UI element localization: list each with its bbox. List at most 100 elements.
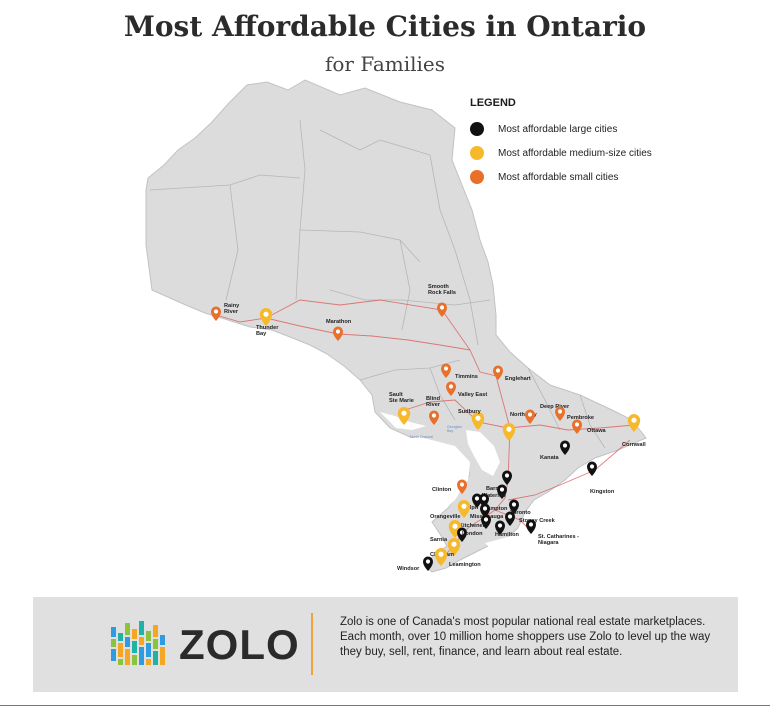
city-label: Smooth Rock Falls bbox=[428, 284, 456, 296]
city-label: Kitchener bbox=[459, 523, 486, 529]
pin-hole bbox=[506, 426, 512, 432]
city-marker: Kanata bbox=[540, 440, 570, 461]
map-title: Most Affordable Cities in Ontario bbox=[123, 10, 647, 43]
city-marker: London bbox=[457, 527, 483, 542]
pin-hole bbox=[443, 366, 449, 371]
city-marker: Toronto bbox=[509, 499, 531, 516]
pin-hole bbox=[499, 487, 505, 492]
legend-item-medium: Most affordable medium-size cities bbox=[470, 141, 730, 165]
map-subtitle: for Families bbox=[324, 52, 446, 76]
map-pin-icon bbox=[509, 499, 519, 514]
pin-hole bbox=[481, 496, 487, 501]
city-label: Marathon bbox=[326, 319, 352, 325]
map-pin-icon bbox=[497, 484, 507, 499]
map-pin-icon bbox=[502, 470, 512, 485]
legend-title: LEGEND bbox=[470, 97, 516, 109]
pin-hole bbox=[483, 517, 489, 522]
city-marker: Sault Ste Marie bbox=[389, 392, 414, 425]
city-label: Sudbury bbox=[458, 409, 482, 415]
pin-hole bbox=[507, 514, 513, 519]
map-pin-icon bbox=[457, 527, 467, 542]
city-marker: Thunder Bay bbox=[256, 308, 279, 337]
pin-hole bbox=[527, 412, 533, 417]
city-label: Blind River bbox=[426, 396, 441, 408]
pin-hole bbox=[459, 530, 465, 535]
pin-hole bbox=[431, 413, 437, 418]
legend-dot-small bbox=[470, 170, 484, 184]
map-pin-icon bbox=[587, 461, 597, 476]
pin-hole bbox=[589, 464, 595, 469]
map-pin-icon bbox=[457, 479, 467, 494]
city-label: Brampton bbox=[481, 506, 508, 512]
city-label: Barrie bbox=[486, 486, 502, 492]
city-marker: Englehart bbox=[493, 365, 531, 382]
city-marker: Orangeville bbox=[430, 500, 471, 520]
city-label: Valley East bbox=[458, 392, 487, 398]
pin-hole bbox=[474, 496, 480, 501]
pin-hole bbox=[482, 506, 488, 511]
city-label: Deep River bbox=[540, 404, 570, 410]
city-label: Leamington bbox=[449, 562, 481, 568]
city-label: Ottawa bbox=[587, 428, 607, 434]
pin-hole bbox=[557, 409, 563, 414]
city-label: Pembroke bbox=[567, 415, 594, 421]
city-label: North Bay bbox=[510, 412, 538, 418]
city-label: Rainy River bbox=[224, 303, 240, 315]
map-pin-icon bbox=[505, 511, 515, 526]
map-pin-icon bbox=[493, 365, 503, 380]
map-pin-icon bbox=[480, 503, 490, 518]
city-markers: Rainy River Thunder Bay Marathon Smooth Rock F… bbox=[211, 284, 646, 572]
water-label: Georgian Bay bbox=[447, 425, 462, 433]
zolo-logo: ZOLO bbox=[111, 621, 300, 669]
pin-hole bbox=[425, 559, 431, 564]
map-pin-icon bbox=[457, 500, 471, 518]
pin-hole bbox=[451, 541, 457, 547]
ontario-map: North Channel Georgian Bay Rainy River Thund… bbox=[145, 79, 647, 573]
city-marker: Blind River bbox=[426, 396, 441, 425]
legend-label-large: Most affordable large cities bbox=[498, 123, 618, 135]
pin-hole bbox=[631, 417, 637, 423]
city-marker: Leamington bbox=[434, 548, 481, 568]
city-label: Englehart bbox=[505, 376, 531, 382]
legend: LEGEND Most affordable large cities Most… bbox=[470, 97, 730, 189]
pin-hole bbox=[438, 551, 444, 557]
city-label: St. Catharines -Niagara bbox=[538, 534, 579, 546]
map-pin-icon bbox=[429, 410, 439, 425]
zolo-bars-icon bbox=[111, 621, 165, 665]
zolo-wordmark: ZOLO bbox=[179, 621, 300, 668]
legend-dot-large bbox=[470, 122, 484, 136]
city-marker: Hamilton bbox=[495, 520, 520, 538]
map-pin-icon bbox=[495, 520, 505, 535]
city-marker: Pembroke bbox=[555, 406, 594, 421]
map-pin-icon bbox=[434, 548, 448, 566]
map-pin-icon bbox=[555, 406, 565, 421]
city-marker: Rainy River bbox=[211, 303, 240, 321]
pin-hole bbox=[263, 311, 269, 317]
map-pin-icon bbox=[502, 423, 516, 441]
city-marker: Deep River bbox=[525, 404, 570, 424]
map-pin-icon bbox=[259, 308, 273, 326]
map-pin-icon bbox=[441, 363, 451, 378]
city-label: Windsor bbox=[397, 566, 420, 572]
map-pin-icon bbox=[525, 409, 535, 424]
pin-hole bbox=[448, 384, 454, 389]
city-label: Clinton bbox=[432, 487, 452, 493]
city-marker: Smooth Rock Falls bbox=[428, 284, 456, 317]
pin-hole bbox=[213, 309, 219, 314]
legend-label-medium: Most affordable medium-size cities bbox=[498, 147, 652, 159]
city-marker: Stoney Creek bbox=[505, 511, 556, 526]
water-labels: North Channel Georgian Bay bbox=[410, 425, 462, 439]
city-label: Stoney Creek bbox=[519, 518, 556, 524]
map-pin-icon bbox=[446, 381, 456, 396]
city-marker: Windsor bbox=[397, 556, 433, 572]
map-pin-icon bbox=[471, 412, 485, 430]
bottom-rule bbox=[0, 705, 770, 706]
map-pin-icon bbox=[572, 419, 582, 434]
map-pin-icon bbox=[211, 306, 221, 321]
city-marker: Clinton bbox=[432, 479, 467, 494]
water-label: North Channel bbox=[410, 435, 433, 439]
pin-hole bbox=[574, 422, 580, 427]
pin-hole bbox=[475, 415, 481, 421]
map-pin-icon bbox=[481, 514, 491, 529]
map-pin-icon bbox=[437, 302, 447, 317]
